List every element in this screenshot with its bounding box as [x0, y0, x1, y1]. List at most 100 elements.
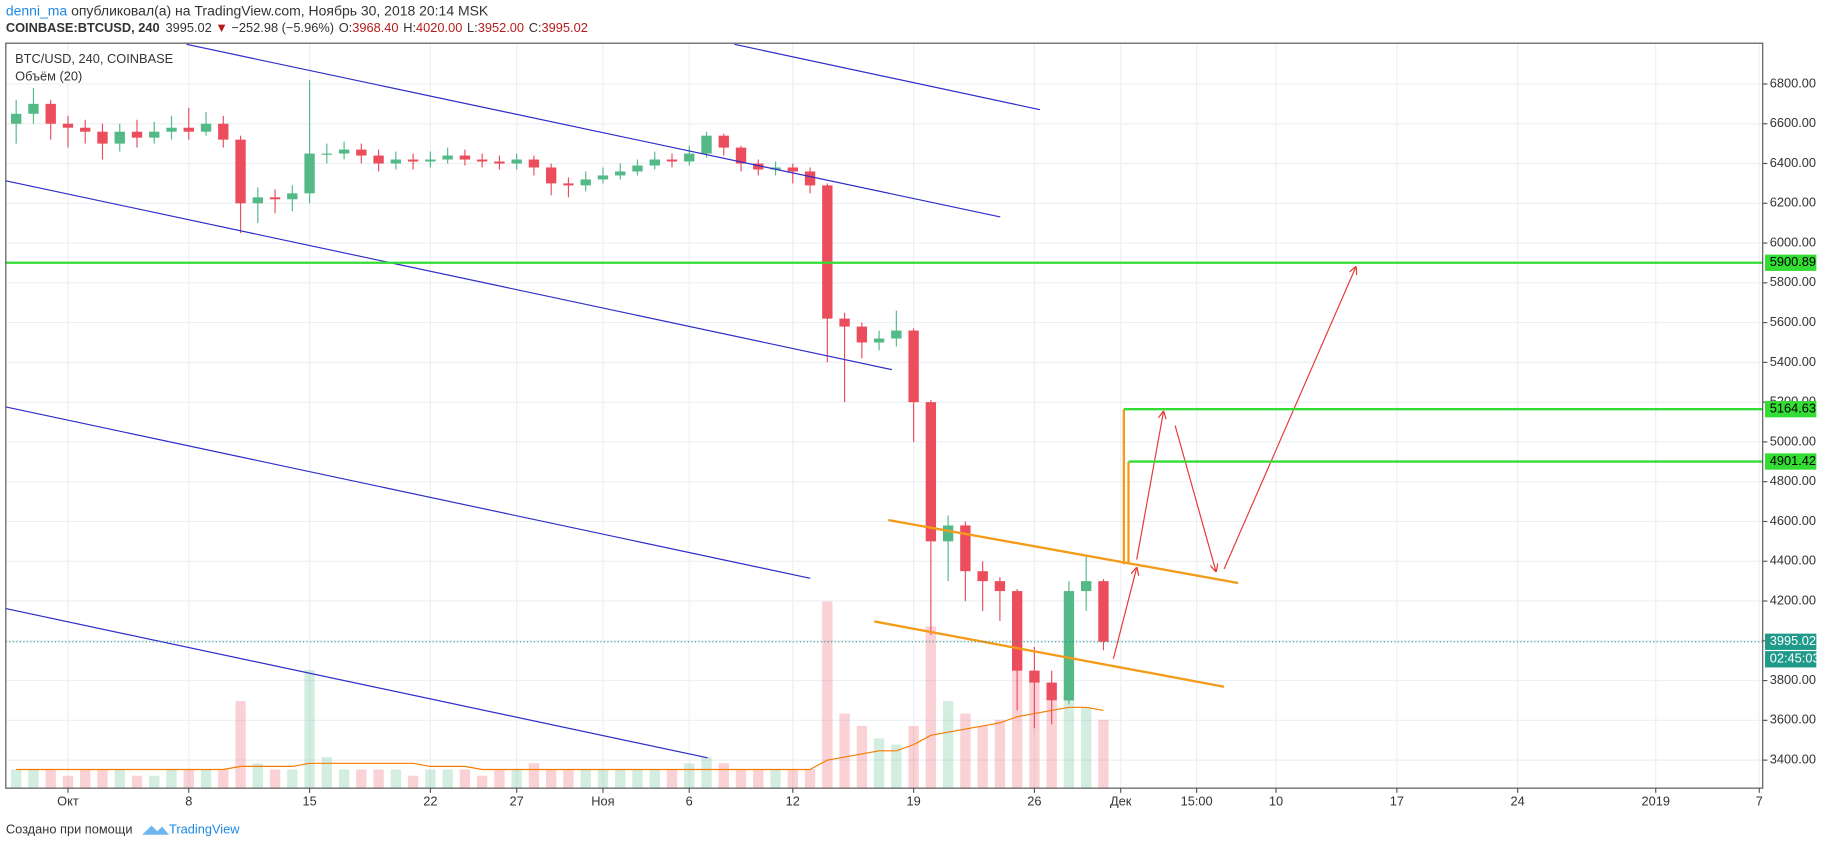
candle-body — [684, 153, 695, 162]
volume-bar — [1098, 719, 1109, 789]
candle-body — [494, 161, 505, 164]
candle-body — [649, 159, 660, 166]
x-tick-label: 8 — [185, 794, 192, 809]
volume-bar — [701, 757, 712, 789]
last: 3995.02 — [165, 21, 211, 36]
legend-title: BTC/USD, 240, COINBASE — [15, 51, 173, 66]
candle-body — [770, 167, 781, 170]
trend-line — [5, 608, 708, 759]
volume-bar — [494, 769, 505, 789]
arrow — [1174, 425, 1216, 572]
volume-bar — [804, 769, 816, 789]
volume-bar — [1081, 707, 1092, 789]
trend-line — [186, 43, 1001, 218]
change: −252.98 (−5.96%) — [231, 21, 334, 36]
candle-body — [787, 167, 798, 172]
volume-bar — [1046, 701, 1057, 789]
drawings — [5, 43, 1356, 759]
plot-frame — [5, 42, 1764, 789]
overlays: 5900.89 5164.63 4901.42 3995.02 02:45:03 — [5, 254, 1820, 668]
x-tick-label: Ноя — [591, 794, 614, 809]
published: опубликовал(а) на TradingView.com, Ноябр… — [67, 2, 489, 18]
volume-bar — [632, 769, 643, 789]
volume-bar — [183, 769, 194, 789]
candle-body — [131, 131, 143, 138]
y-tick-label: 4400.00 — [1770, 553, 1816, 568]
volume-bar — [131, 775, 143, 789]
candle-body — [442, 155, 453, 160]
volume-bar — [114, 769, 125, 789]
l: 3952.00 — [478, 21, 524, 36]
countdown-box — [1765, 651, 1817, 668]
volume-bar — [684, 763, 695, 789]
y-tick-label: 5600.00 — [1770, 314, 1816, 329]
volume-bar — [908, 725, 919, 789]
volume-bar — [425, 769, 436, 789]
logo — [142, 825, 170, 835]
x-tick-label: 26 — [1027, 794, 1041, 809]
volume-bar — [373, 769, 384, 789]
y-tick-label: 4200.00 — [1770, 592, 1816, 607]
candle-body — [1029, 670, 1040, 683]
legend-volume: Объём (20) — [15, 68, 82, 83]
brand[interactable]: TradingView — [169, 822, 240, 837]
x-tick-label: 15 — [302, 794, 316, 809]
candle-body — [166, 127, 177, 132]
volume-bar — [856, 725, 868, 789]
volume-bar — [235, 701, 246, 789]
candle-body — [218, 123, 229, 140]
volume-bar — [252, 763, 263, 789]
volume-bar — [321, 757, 333, 789]
volume-bar — [269, 769, 281, 789]
credit: Создано при помощи — [6, 822, 133, 837]
volume-bar — [511, 769, 522, 789]
volume-bar — [528, 763, 540, 789]
candle-body — [338, 149, 350, 154]
volume-pane — [11, 601, 1109, 789]
y-tick-label: 6000.00 — [1770, 234, 1816, 249]
volume-bar — [1011, 663, 1023, 789]
volume-bar — [390, 769, 402, 789]
x-tick-label: 27 — [510, 794, 524, 809]
candle-body — [891, 330, 902, 339]
l-label: L: — [467, 21, 478, 36]
y-tick-label: 5800.00 — [1770, 274, 1816, 289]
volume-bar — [925, 626, 937, 789]
candles — [11, 79, 1109, 729]
o-label: O: — [339, 21, 353, 36]
x-tick-label: 12 — [786, 794, 800, 809]
author[interactable]: denni_ma — [6, 2, 68, 18]
y-tick-label: 6800.00 — [1770, 75, 1816, 90]
volume-bar — [718, 763, 729, 789]
volume-bar — [1063, 694, 1075, 789]
x-tick-label: Дек — [1110, 794, 1132, 809]
volume-bar — [459, 769, 471, 789]
volume-bar — [1029, 676, 1040, 789]
y-tick-label: 3600.00 — [1770, 712, 1816, 727]
x-tick-label: 10 — [1269, 794, 1283, 809]
candle-body — [97, 131, 108, 144]
candle-body — [632, 165, 643, 172]
candle-body — [235, 139, 246, 204]
volume-bar — [563, 769, 574, 789]
quote-line: COINBASE:BTCUSD, 240 3995.02 ▼ −252.98 (−5.… — [6, 21, 588, 36]
y-tick-label: 6600.00 — [1770, 115, 1816, 130]
volume-bar — [580, 769, 591, 789]
volume-bar — [200, 769, 212, 789]
candle-body — [269, 197, 281, 200]
volume-bar — [62, 775, 74, 789]
c-label: C: — [529, 21, 542, 36]
volume-bar — [649, 769, 660, 789]
channel-line — [874, 620, 1225, 688]
candle-body — [701, 135, 712, 154]
candle-body — [563, 183, 574, 186]
publish-line: denni_ma опубликовал(а) на TradingView.c… — [6, 2, 489, 18]
candle-body — [753, 163, 764, 170]
candle-body — [200, 123, 212, 132]
volume-bar — [166, 769, 177, 789]
candle-body — [1046, 682, 1057, 701]
candle-body — [45, 103, 56, 124]
candle-body — [476, 159, 488, 162]
candle-body — [1098, 581, 1109, 642]
